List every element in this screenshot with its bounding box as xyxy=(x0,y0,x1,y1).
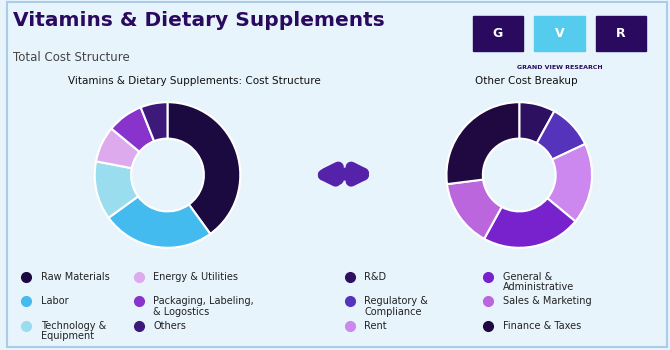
Wedge shape xyxy=(96,128,139,168)
Wedge shape xyxy=(547,144,592,222)
Text: Total Cost Structure: Total Cost Structure xyxy=(13,50,130,64)
Wedge shape xyxy=(484,198,576,248)
Wedge shape xyxy=(446,102,519,184)
Text: Technology &: Technology & xyxy=(41,321,107,331)
Text: R: R xyxy=(616,27,626,40)
Text: Rent: Rent xyxy=(364,321,387,331)
Text: Packaging, Labeling,: Packaging, Labeling, xyxy=(153,296,254,306)
Text: Regulatory &: Regulatory & xyxy=(364,296,428,306)
Wedge shape xyxy=(141,102,168,141)
Bar xyxy=(472,16,523,51)
Text: G: G xyxy=(493,27,503,40)
Text: R&D: R&D xyxy=(364,272,387,282)
Wedge shape xyxy=(111,107,154,152)
Text: Equipment: Equipment xyxy=(41,331,94,341)
Text: Administrative: Administrative xyxy=(503,282,574,292)
Text: Finance & Taxes: Finance & Taxes xyxy=(503,321,582,331)
Wedge shape xyxy=(94,161,138,218)
Wedge shape xyxy=(537,111,585,160)
Text: GRAND VIEW RESEARCH: GRAND VIEW RESEARCH xyxy=(517,65,602,70)
Text: General &: General & xyxy=(503,272,552,282)
Text: Compliance: Compliance xyxy=(364,307,422,316)
Text: V: V xyxy=(555,27,564,40)
Text: Others: Others xyxy=(153,321,186,331)
Text: Other Cost Breakup: Other Cost Breakup xyxy=(474,76,578,86)
Text: Sales & Marketing: Sales & Marketing xyxy=(503,296,592,306)
Text: Raw Materials: Raw Materials xyxy=(41,272,110,282)
Text: Energy & Utilities: Energy & Utilities xyxy=(153,272,239,282)
Wedge shape xyxy=(447,180,502,239)
Text: Vitamins & Dietary Supplements: Vitamins & Dietary Supplements xyxy=(13,10,385,29)
Text: Labor: Labor xyxy=(41,296,68,306)
Bar xyxy=(534,16,585,51)
Wedge shape xyxy=(109,196,210,248)
Wedge shape xyxy=(168,102,241,234)
Bar xyxy=(596,16,647,51)
Wedge shape xyxy=(519,102,554,143)
Text: & Logostics: & Logostics xyxy=(153,307,210,316)
Text: Vitamins & Dietary Supplements: Cost Structure: Vitamins & Dietary Supplements: Cost Str… xyxy=(68,76,321,86)
